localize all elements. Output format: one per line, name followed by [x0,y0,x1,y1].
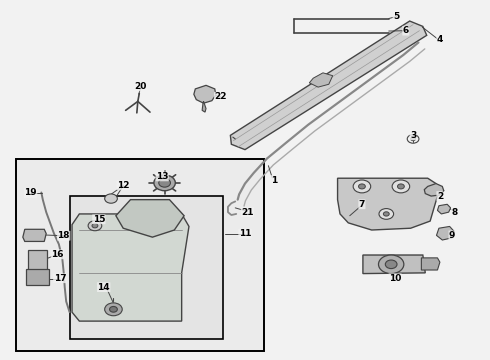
Text: 6: 6 [403,26,409,35]
Text: 22: 22 [215,92,227,101]
Text: 17: 17 [53,274,66,283]
Circle shape [26,232,35,239]
Circle shape [430,188,438,193]
Text: 7: 7 [359,200,365,209]
Bar [26,269,49,285]
Circle shape [383,212,389,216]
Polygon shape [421,258,440,270]
Text: 12: 12 [117,181,129,190]
Bar [28,249,47,271]
Circle shape [110,306,117,312]
Text: 18: 18 [57,231,70,240]
Circle shape [379,208,393,219]
Circle shape [392,180,410,193]
Polygon shape [116,200,184,237]
Text: 4: 4 [437,36,443,45]
Circle shape [378,255,404,274]
Circle shape [159,179,171,187]
Polygon shape [363,255,425,274]
Polygon shape [437,226,455,240]
Circle shape [92,224,98,228]
Text: 21: 21 [241,208,254,217]
Text: 15: 15 [93,215,105,224]
Circle shape [105,194,117,203]
Polygon shape [424,184,444,196]
Circle shape [105,303,122,316]
Polygon shape [230,21,427,150]
Text: 3: 3 [410,131,416,140]
Text: 20: 20 [134,82,147,91]
Circle shape [411,137,416,141]
Polygon shape [338,178,438,230]
Text: 13: 13 [156,172,169,181]
Text: 5: 5 [393,12,399,21]
Text: 16: 16 [51,250,64,259]
Text: 8: 8 [451,208,458,217]
Polygon shape [72,214,189,321]
Circle shape [88,221,102,231]
Polygon shape [309,73,333,87]
Bar [70,196,223,339]
Text: 2: 2 [437,192,443,201]
Text: 19: 19 [24,188,37,197]
Polygon shape [194,85,216,103]
Text: 14: 14 [98,283,110,292]
Circle shape [397,184,404,189]
Circle shape [154,175,175,191]
Polygon shape [23,229,46,242]
Circle shape [31,277,43,285]
Circle shape [385,260,397,269]
Text: 11: 11 [239,229,251,238]
Text: 9: 9 [449,231,455,240]
Circle shape [353,180,371,193]
Polygon shape [202,102,206,112]
Text: 1: 1 [271,176,277,185]
Text: 10: 10 [389,274,401,283]
Circle shape [35,279,40,283]
Polygon shape [438,204,451,214]
Bar [16,158,265,351]
Circle shape [359,184,366,189]
